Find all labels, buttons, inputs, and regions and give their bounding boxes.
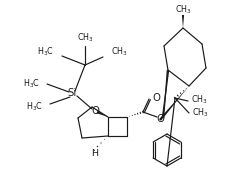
Text: CH$_3$: CH$_3$ (111, 46, 128, 58)
Text: CH$_3$: CH$_3$ (192, 107, 209, 119)
Polygon shape (182, 15, 184, 28)
Polygon shape (163, 70, 169, 119)
Polygon shape (162, 70, 168, 118)
Text: H$_3$C: H$_3$C (23, 78, 40, 90)
Text: H: H (91, 150, 98, 158)
Text: Si: Si (67, 88, 77, 98)
Text: CH$_3$: CH$_3$ (175, 4, 191, 16)
Polygon shape (97, 111, 108, 117)
Text: H$_3$C: H$_3$C (37, 46, 54, 58)
Text: CH$_3$: CH$_3$ (191, 94, 208, 106)
Text: O: O (156, 114, 164, 124)
Text: H$_3$C: H$_3$C (26, 101, 43, 113)
Text: O: O (152, 93, 160, 103)
Text: O: O (91, 106, 99, 116)
Text: CH$_3$: CH$_3$ (77, 32, 93, 44)
Polygon shape (159, 86, 189, 121)
